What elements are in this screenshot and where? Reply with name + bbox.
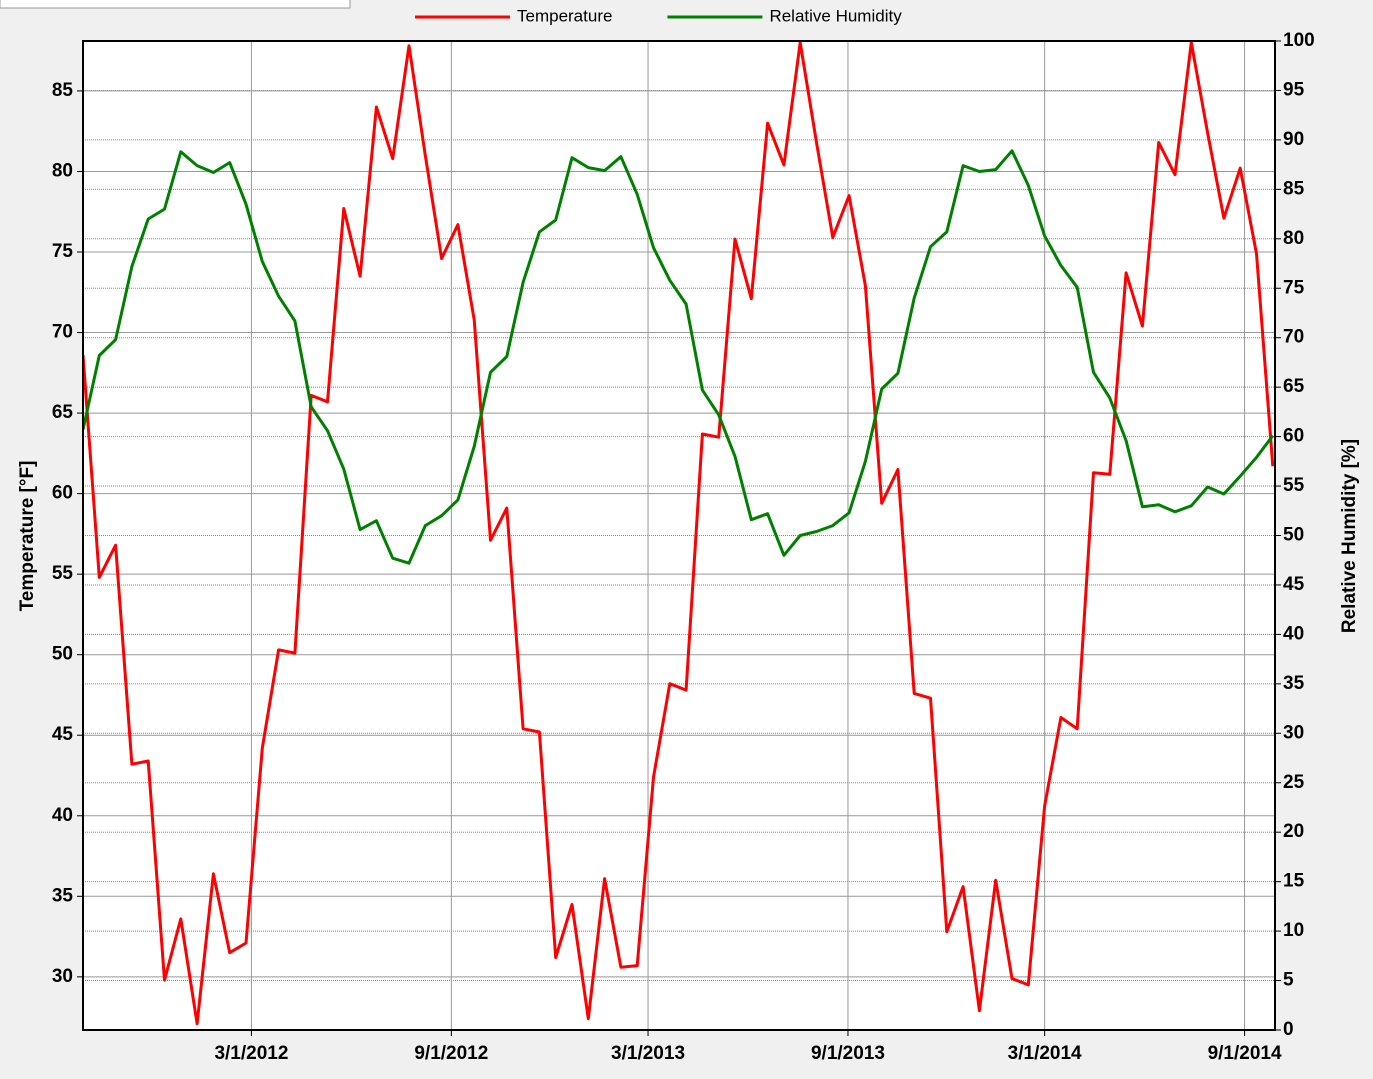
y2-axis-label: Relative Humidity [%] [1339, 439, 1360, 633]
y2-tick-label: 45 [1283, 574, 1305, 595]
grid [83, 40, 1275, 1031]
y-tick-label: 30 [52, 966, 73, 987]
y2-tick-label: 40 [1283, 623, 1304, 644]
x-tick-label: 3/1/2013 [611, 1043, 685, 1064]
series-line [83, 149, 1275, 565]
x-tick-label: 9/1/2014 [1208, 1043, 1282, 1064]
y2-tick-label: 15 [1283, 871, 1305, 892]
y2-tick-label: 25 [1283, 772, 1305, 793]
y2-tick-label: 65 [1283, 376, 1305, 397]
y-tick-label: 35 [52, 885, 74, 906]
y2-tick-label: 5 [1283, 970, 1294, 991]
y-tick-label: 75 [52, 241, 74, 262]
y2-tick-label: 70 [1283, 327, 1304, 348]
y-tick-label: 60 [52, 483, 73, 504]
x-tick-label: 9/1/2013 [811, 1043, 885, 1064]
y2-tick-label: 55 [1283, 475, 1305, 496]
legend: Temperature Relative Humidity [415, 6, 902, 25]
x-tick-label: 3/1/2014 [1008, 1043, 1082, 1064]
x-tick-label: 9/1/2012 [414, 1043, 488, 1064]
y2-tick-label: 35 [1283, 673, 1305, 694]
toolbar-box [0, 0, 351, 9]
y2-tick-label: 100 [1283, 30, 1315, 51]
series-line [83, 41, 1275, 1026]
y-tick-label: 85 [52, 80, 74, 101]
series-lines [83, 41, 1275, 1026]
legend-label: Relative Humidity [769, 6, 902, 25]
y-tick-label: 70 [52, 322, 73, 343]
y2-tick-label: 50 [1283, 525, 1304, 546]
x-tick-label: 3/1/2012 [214, 1043, 288, 1064]
y2-tick-label: 30 [1283, 722, 1304, 743]
legend-label: Temperature [517, 6, 612, 25]
y2-tick-label: 10 [1283, 920, 1304, 941]
y-tick-label: 50 [52, 644, 73, 665]
y-axis-label: Temperature [°F] [17, 461, 38, 612]
y2-tick-label: 95 [1283, 79, 1305, 100]
y-tick-label: 55 [52, 563, 74, 584]
y-tick-label: 65 [52, 402, 74, 423]
y2-tick-label: 20 [1283, 821, 1304, 842]
y2-tick-label: 0 [1283, 1019, 1294, 1040]
y2-tick-label: 90 [1283, 129, 1304, 150]
y2-tick-label: 85 [1283, 178, 1305, 199]
y2-tick-label: 75 [1283, 277, 1305, 298]
y-tick-label: 45 [52, 724, 74, 745]
y2-tick-label: 60 [1283, 426, 1304, 447]
y-tick-label: 80 [52, 160, 73, 181]
y2-tick-label: 80 [1283, 228, 1304, 249]
y-tick-label: 40 [52, 805, 73, 826]
